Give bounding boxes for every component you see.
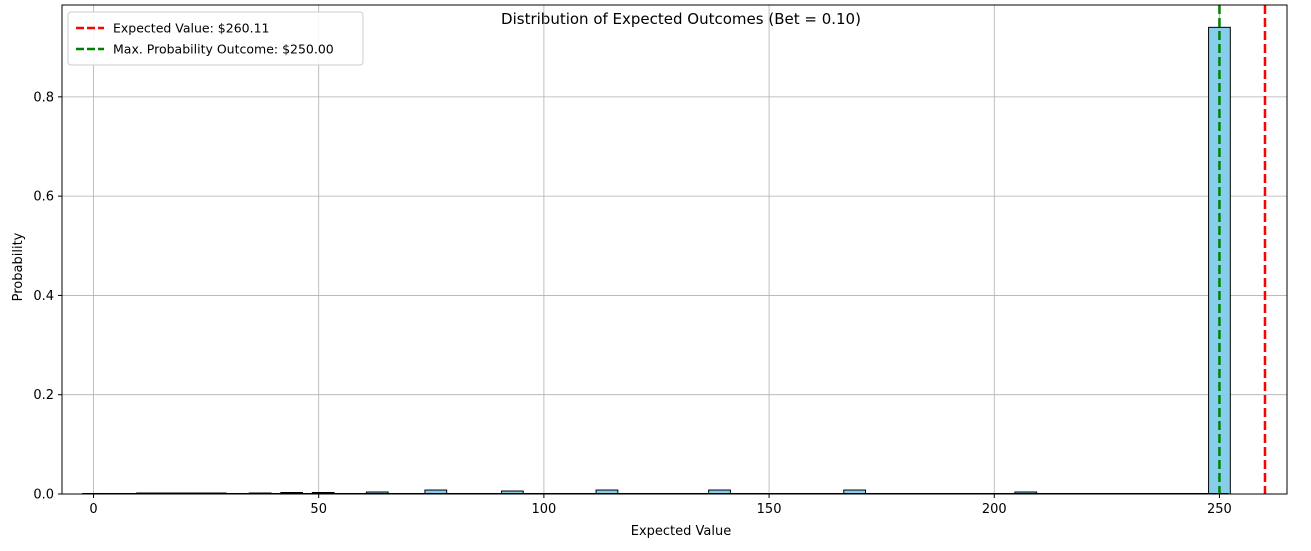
x-tick-label: 200 xyxy=(982,502,1007,517)
legend-max-probability-label: Max. Probability Outcome: $250.00 xyxy=(113,42,334,57)
x-tick-label: 50 xyxy=(310,502,327,517)
x-tick-label: 150 xyxy=(757,502,782,517)
y-tick-label: 0.8 xyxy=(33,90,54,105)
plot-frame xyxy=(61,4,1288,495)
y-tick-label: 0.2 xyxy=(33,388,54,403)
x-axis-ticks: 0 50 100 150 200 250 xyxy=(89,494,1232,517)
x-tick-label: 250 xyxy=(1207,502,1232,517)
legend-expected-value-label: Expected Value: $260.11 xyxy=(113,21,270,36)
legend: Expected Value: $260.11 Max. Probability … xyxy=(67,11,364,66)
y-tick-label: 0.6 xyxy=(33,190,54,205)
legend-box xyxy=(67,11,364,66)
y-axis-label: Probability xyxy=(11,232,26,301)
x-tick-label: 100 xyxy=(531,502,556,517)
y-tick-label: 0.4 xyxy=(33,289,54,304)
chart-title: Distribution of Expected Outcomes (Bet =… xyxy=(501,10,861,28)
reference-lines xyxy=(1218,5,1267,494)
grid-lines xyxy=(62,5,1287,495)
y-tick-label: 0.0 xyxy=(33,488,54,503)
y-axis-ticks: 0.0 0.2 0.4 0.6 0.8 xyxy=(33,90,62,503)
histogram-bars xyxy=(82,26,1231,495)
x-tick-label: 0 xyxy=(89,502,97,517)
x-axis-label: Expected Value xyxy=(631,524,731,539)
